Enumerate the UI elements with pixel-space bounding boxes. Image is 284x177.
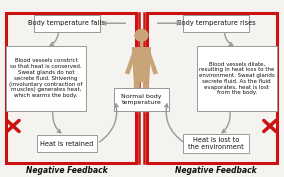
Text: Normal body
temperature: Normal body temperature: [121, 94, 162, 105]
Polygon shape: [139, 42, 143, 47]
Circle shape: [134, 29, 149, 42]
FancyBboxPatch shape: [6, 46, 86, 111]
Polygon shape: [125, 48, 137, 75]
Text: Negative Feedback: Negative Feedback: [175, 166, 257, 175]
Polygon shape: [132, 47, 151, 82]
Text: Body temperature rises: Body temperature rises: [177, 20, 255, 26]
Text: Negative Feedback: Negative Feedback: [26, 166, 108, 175]
Text: Heat is lost to
the environment: Heat is lost to the environment: [188, 137, 244, 150]
Text: Blood vessels dilate,
resulting in heat loss to the
environment. Sweat glands
se: Blood vessels dilate, resulting in heat …: [199, 61, 275, 95]
FancyBboxPatch shape: [183, 15, 249, 32]
FancyBboxPatch shape: [37, 135, 97, 152]
Polygon shape: [143, 82, 150, 112]
FancyBboxPatch shape: [197, 46, 277, 111]
Polygon shape: [133, 82, 140, 112]
Text: Blood vessels constrict
so that heat is conserved.
Sweat glands do not
secrete f: Blood vessels constrict so that heat is …: [9, 58, 83, 98]
FancyBboxPatch shape: [34, 15, 100, 32]
FancyBboxPatch shape: [183, 134, 249, 153]
Text: Body temperature falls: Body temperature falls: [28, 20, 105, 26]
Text: Heat is retained: Heat is retained: [40, 141, 93, 147]
FancyBboxPatch shape: [114, 88, 169, 111]
Polygon shape: [146, 48, 158, 75]
